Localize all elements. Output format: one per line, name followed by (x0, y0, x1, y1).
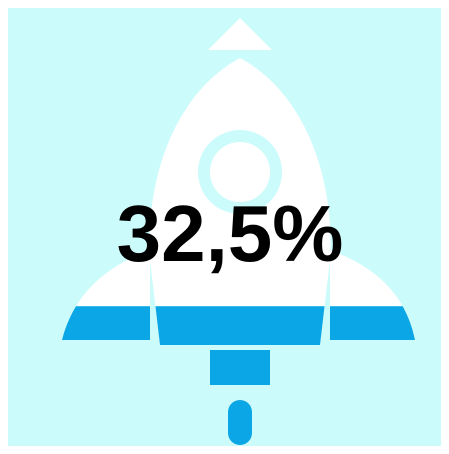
progress-label: 32,5% (117, 189, 344, 278)
rocket-nose (208, 18, 272, 50)
rocket-body (149, 58, 331, 345)
rocket-window (198, 130, 282, 214)
